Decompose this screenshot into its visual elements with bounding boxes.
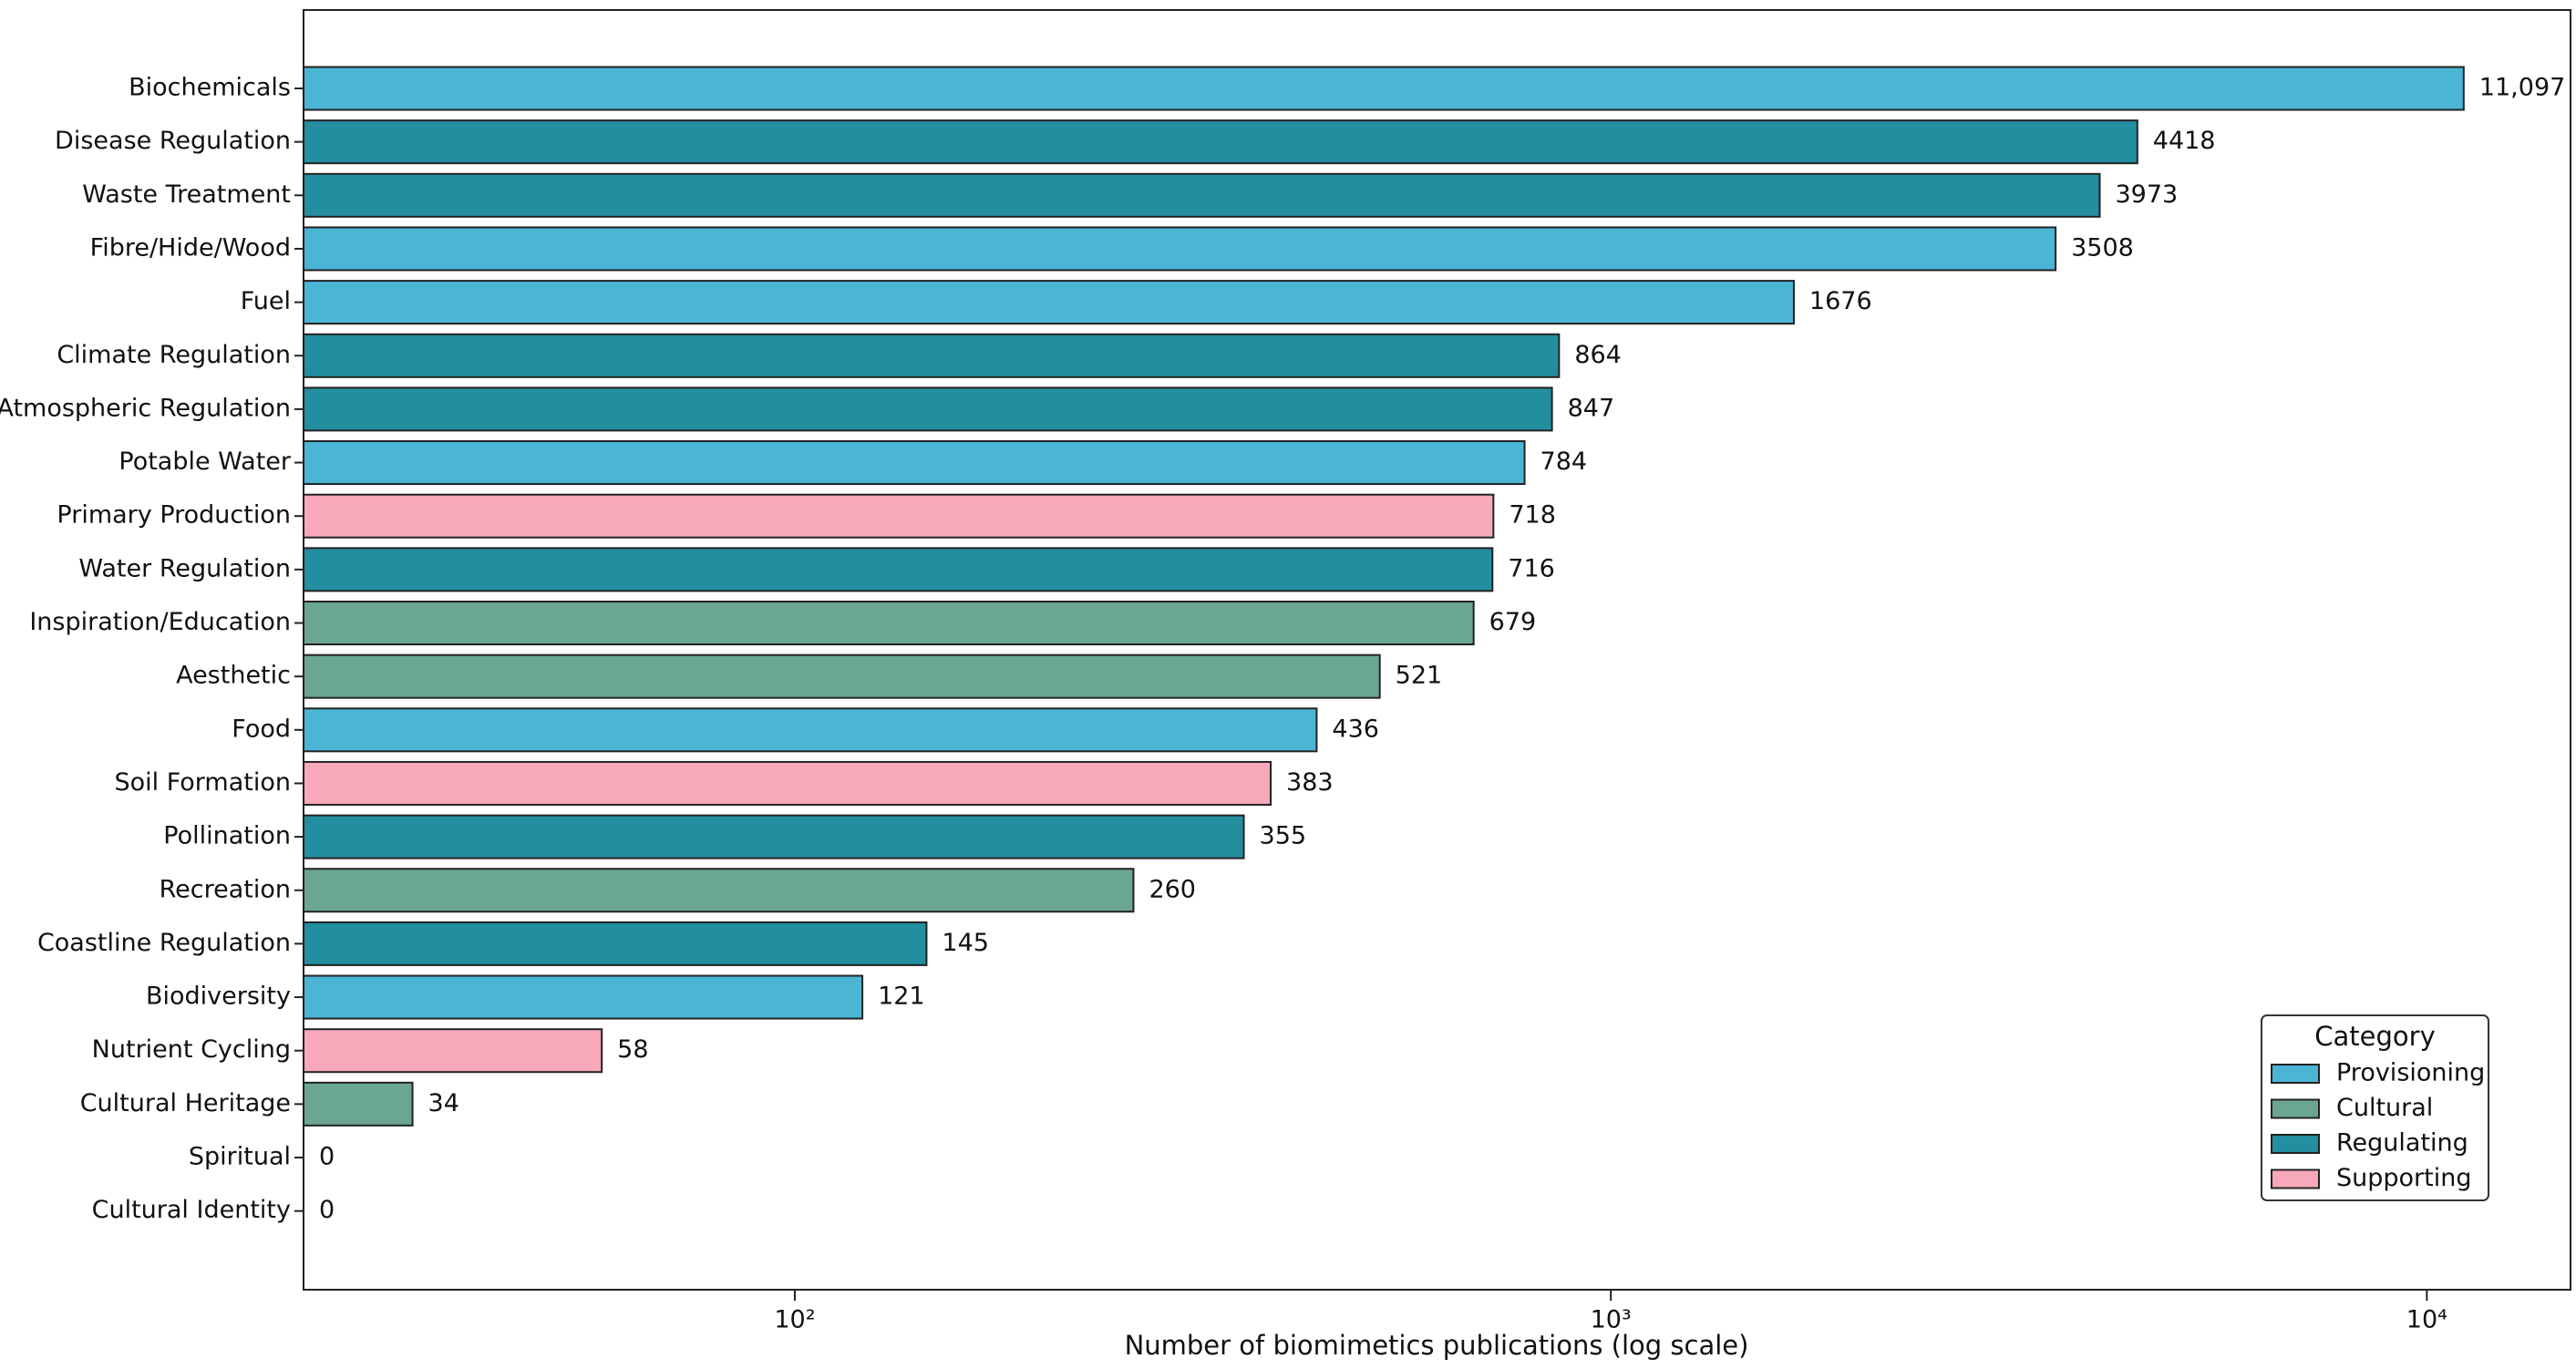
legend-swatch bbox=[2271, 1168, 2320, 1189]
value-label: 11,097 bbox=[2479, 74, 2565, 102]
y-tick-label: Climate Regulation bbox=[57, 341, 291, 369]
y-tick-label: Cultural Identity bbox=[92, 1196, 291, 1224]
bar bbox=[303, 814, 1245, 859]
legend-box bbox=[2261, 1014, 2489, 1201]
bar bbox=[303, 868, 1135, 913]
legend-label: Provisioning bbox=[2336, 1059, 2485, 1087]
y-tick-label: Spiritual bbox=[189, 1143, 291, 1171]
legend-swatch bbox=[2271, 1134, 2320, 1154]
y-tick-label: Fuel bbox=[241, 287, 291, 315]
bar bbox=[303, 226, 2057, 272]
value-label: 679 bbox=[1489, 608, 1537, 636]
value-label: 4418 bbox=[2153, 127, 2216, 155]
x-tick-label: 10⁴ bbox=[2406, 1306, 2447, 1334]
value-label: 355 bbox=[1260, 822, 1307, 850]
y-tick-label: Biochemicals bbox=[129, 74, 291, 102]
legend-label: Supporting bbox=[2336, 1164, 2472, 1192]
y-tick-label: Potable Water bbox=[118, 448, 292, 476]
bar bbox=[303, 921, 928, 966]
y-tick-label: Aesthetic bbox=[176, 662, 291, 690]
bar bbox=[303, 1028, 603, 1074]
bar bbox=[303, 333, 1561, 378]
y-tick-label: Recreation bbox=[160, 875, 291, 903]
value-label: 34 bbox=[428, 1089, 459, 1117]
value-label: 847 bbox=[1568, 394, 1615, 422]
value-label: 521 bbox=[1396, 662, 1443, 690]
bar bbox=[303, 493, 1495, 539]
value-label: 145 bbox=[942, 929, 989, 957]
legend-label: Cultural bbox=[2336, 1094, 2433, 1122]
bar bbox=[303, 386, 1553, 432]
bar bbox=[303, 654, 1381, 699]
bar bbox=[303, 547, 1494, 592]
value-label: 58 bbox=[617, 1035, 648, 1064]
legend-swatch bbox=[2271, 1064, 2320, 1084]
y-tick-label: Biodiversity bbox=[146, 983, 291, 1011]
y-tick-label: Inspiration/Education bbox=[29, 608, 291, 636]
y-tick-label: Disease Regulation bbox=[55, 127, 291, 155]
x-tick-label: 10² bbox=[774, 1306, 815, 1334]
value-label: 716 bbox=[1508, 554, 1555, 582]
value-label: 3973 bbox=[2115, 180, 2178, 209]
bar bbox=[303, 707, 1318, 753]
value-label: 0 bbox=[319, 1143, 335, 1171]
bar bbox=[303, 119, 2138, 165]
value-label: 1676 bbox=[1809, 287, 1872, 315]
y-tick-label: Water Regulation bbox=[78, 554, 291, 582]
plot-frame bbox=[303, 9, 2571, 1291]
bar bbox=[303, 601, 1475, 645]
y-tick-label: Primary Production bbox=[57, 501, 291, 530]
bar bbox=[303, 1081, 414, 1127]
value-label: 3508 bbox=[2071, 233, 2134, 262]
y-tick-label: Atmospheric Regulation bbox=[0, 394, 291, 422]
legend-swatch bbox=[2271, 1098, 2320, 1119]
value-label: 436 bbox=[1332, 715, 1379, 743]
y-tick-label: Coastline Regulation bbox=[37, 929, 291, 957]
y-tick-label: Pollination bbox=[163, 822, 291, 850]
bar bbox=[303, 172, 2101, 218]
value-label: 864 bbox=[1574, 341, 1622, 369]
value-label: 718 bbox=[1509, 501, 1556, 530]
bar bbox=[303, 280, 1795, 325]
value-label: 121 bbox=[878, 983, 925, 1011]
bar bbox=[303, 440, 1526, 486]
y-tick-label: Cultural Heritage bbox=[80, 1089, 291, 1117]
y-tick-label: Nutrient Cycling bbox=[92, 1035, 291, 1064]
value-label: 260 bbox=[1149, 875, 1196, 903]
bar bbox=[303, 760, 1273, 806]
value-label: 383 bbox=[1286, 768, 1334, 797]
bar bbox=[303, 66, 2465, 111]
legend-label: Regulating bbox=[2336, 1129, 2468, 1158]
y-tick-label: Fibre/Hide/Wood bbox=[90, 233, 291, 262]
x-axis-label: Number of biomimetics publications (log … bbox=[1125, 1330, 1749, 1361]
y-tick-label: Soil Formation bbox=[114, 768, 291, 797]
y-tick-label: Waste Treatment bbox=[82, 180, 291, 209]
y-tick-label: Food bbox=[232, 715, 291, 743]
value-label: 784 bbox=[1540, 448, 1588, 476]
bar bbox=[303, 974, 864, 1020]
value-label: 0 bbox=[319, 1196, 335, 1224]
x-tick-label: 10³ bbox=[1591, 1306, 1632, 1334]
legend-title: Category bbox=[2314, 1021, 2435, 1052]
